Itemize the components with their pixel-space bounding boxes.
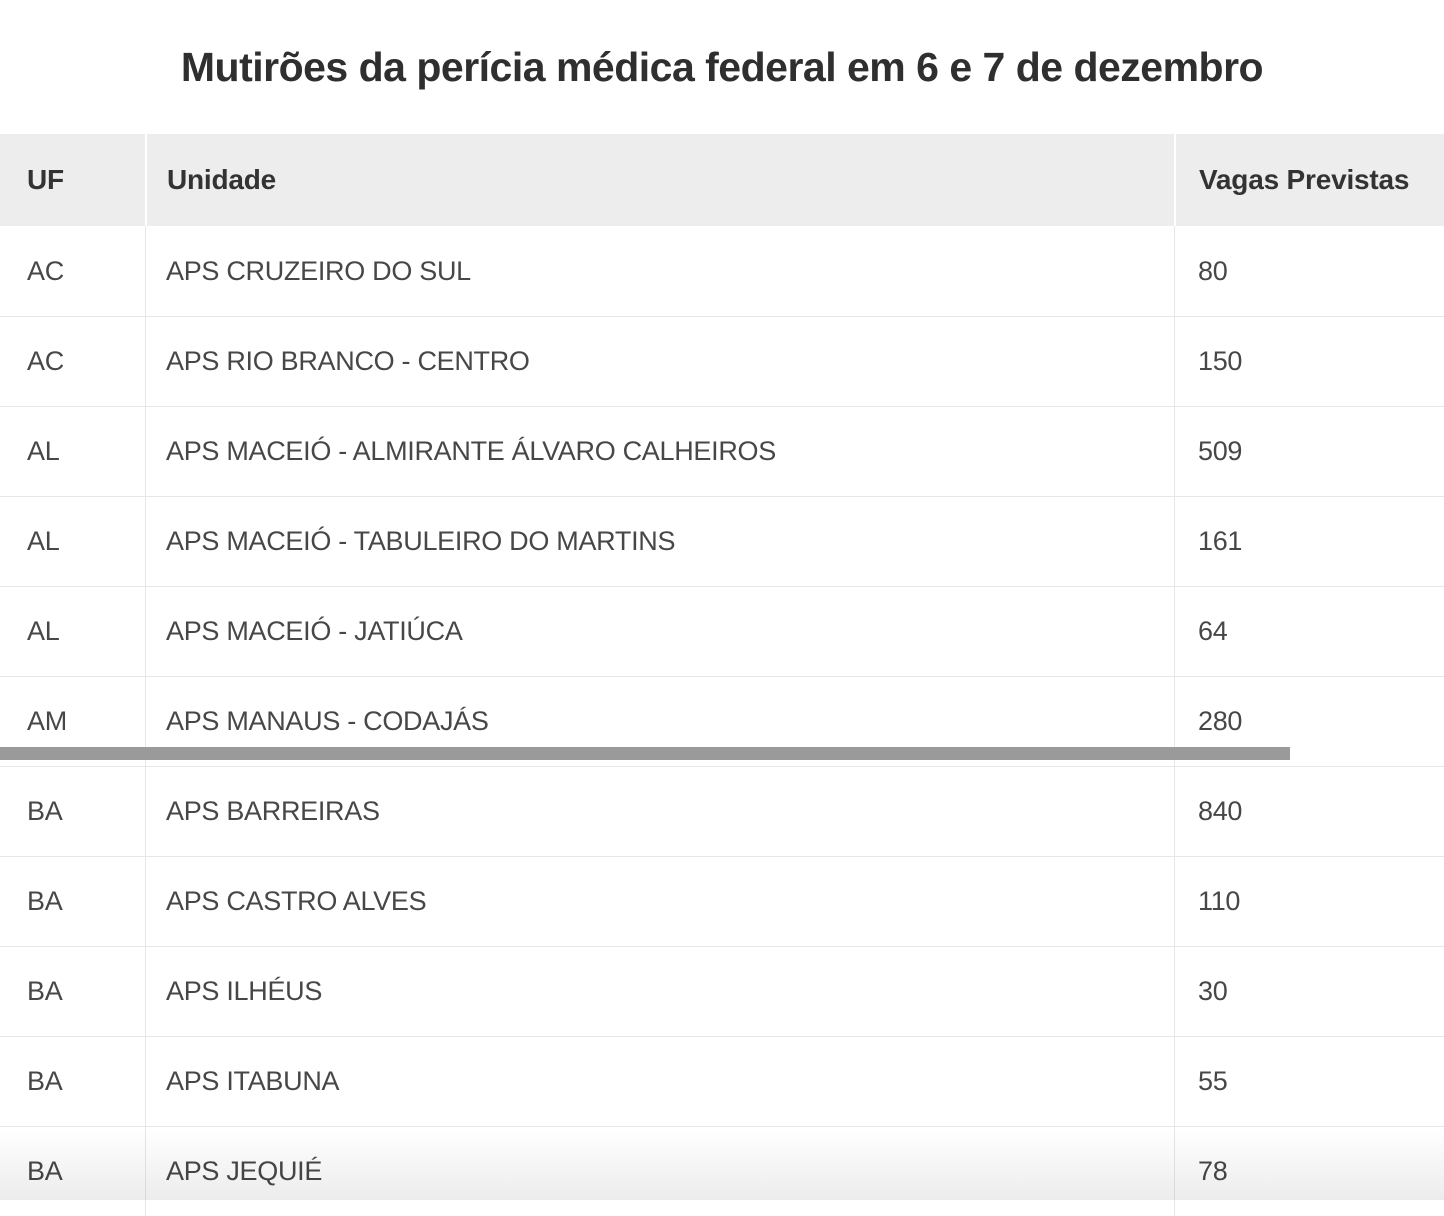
vagas-cell: 30 bbox=[1174, 946, 1444, 1036]
vagas-cell: 78 bbox=[1174, 1126, 1444, 1216]
uf-cell: BA bbox=[0, 1036, 145, 1126]
table-row: AC APS RIO BRANCO - CENTRO 150 bbox=[0, 316, 1444, 406]
vagas-cell: 161 bbox=[1174, 496, 1444, 586]
horizontal-scrollbar-thumb[interactable] bbox=[0, 747, 1290, 760]
table-row: BA APS ILHÉUS 30 bbox=[0, 946, 1444, 1036]
vagas-cell: 509 bbox=[1174, 406, 1444, 496]
unidade-cell: APS MACEIÓ - ALMIRANTE ÁLVARO CALHEIROS bbox=[145, 406, 1174, 496]
uf-cell: AL bbox=[0, 406, 145, 496]
unidade-cell: APS JEQUIÉ bbox=[145, 1126, 1174, 1216]
page-title: Mutirões da perícia médica federal em 6 … bbox=[180, 44, 1264, 90]
table-row: AC APS CRUZEIRO DO SUL 80 bbox=[0, 226, 1444, 316]
uf-cell: BA bbox=[0, 946, 145, 1036]
unidade-cell: APS RIO BRANCO - CENTRO bbox=[145, 316, 1174, 406]
table-row: AL APS MACEIÓ - JATIÚCA 64 bbox=[0, 586, 1444, 676]
table-row: AL APS MACEIÓ - ALMIRANTE ÁLVARO CALHEIRO… bbox=[0, 406, 1444, 496]
vagas-cell: 150 bbox=[1174, 316, 1444, 406]
table-row: BA APS JEQUIÉ 78 bbox=[0, 1126, 1444, 1216]
uf-cell: BA bbox=[0, 1126, 145, 1216]
unidade-cell: APS MACEIÓ - JATIÚCA bbox=[145, 586, 1174, 676]
uf-cell: BA bbox=[0, 856, 145, 946]
unidade-cell: APS ITABUNA bbox=[145, 1036, 1174, 1126]
uf-cell: AC bbox=[0, 226, 145, 316]
table-row: AL APS MACEIÓ - TABULEIRO DO MARTINS 161 bbox=[0, 496, 1444, 586]
table-row: BA APS CASTRO ALVES 110 bbox=[0, 856, 1444, 946]
column-header-uf: UF bbox=[0, 134, 145, 226]
vagas-table: UF Unidade Vagas Previstas AC APS CRUZEIR… bbox=[0, 134, 1444, 1216]
table-body: AC APS CRUZEIRO DO SUL 80 AC APS RIO BRANCO … bbox=[0, 226, 1444, 1216]
vagas-cell: 55 bbox=[1174, 1036, 1444, 1126]
data-table: UF Unidade Vagas Previstas AC APS CRUZEIR… bbox=[0, 134, 1444, 1216]
unidade-cell: APS CRUZEIRO DO SUL bbox=[145, 226, 1174, 316]
table-row: BA APS BARREIRAS 840 bbox=[0, 766, 1444, 856]
table-header-row: UF Unidade Vagas Previstas bbox=[0, 134, 1444, 226]
vagas-cell: 840 bbox=[1174, 766, 1444, 856]
vagas-cell: 80 bbox=[1174, 226, 1444, 316]
unidade-cell: APS BARREIRAS bbox=[145, 766, 1174, 856]
unidade-cell: APS MACEIÓ - TABULEIRO DO MARTINS bbox=[145, 496, 1174, 586]
uf-cell: AL bbox=[0, 496, 145, 586]
uf-cell: AC bbox=[0, 316, 145, 406]
vagas-cell: 110 bbox=[1174, 856, 1444, 946]
vagas-cell: 64 bbox=[1174, 586, 1444, 676]
table-row: BA APS ITABUNA 55 bbox=[0, 1036, 1444, 1126]
column-header-vagas-previstas: Vagas Previstas bbox=[1174, 134, 1444, 226]
uf-cell: BA bbox=[0, 766, 145, 856]
unidade-cell: APS ILHÉUS bbox=[145, 946, 1174, 1036]
uf-cell: AL bbox=[0, 586, 145, 676]
unidade-cell: APS CASTRO ALVES bbox=[145, 856, 1174, 946]
column-header-unidade: Unidade bbox=[145, 134, 1174, 226]
